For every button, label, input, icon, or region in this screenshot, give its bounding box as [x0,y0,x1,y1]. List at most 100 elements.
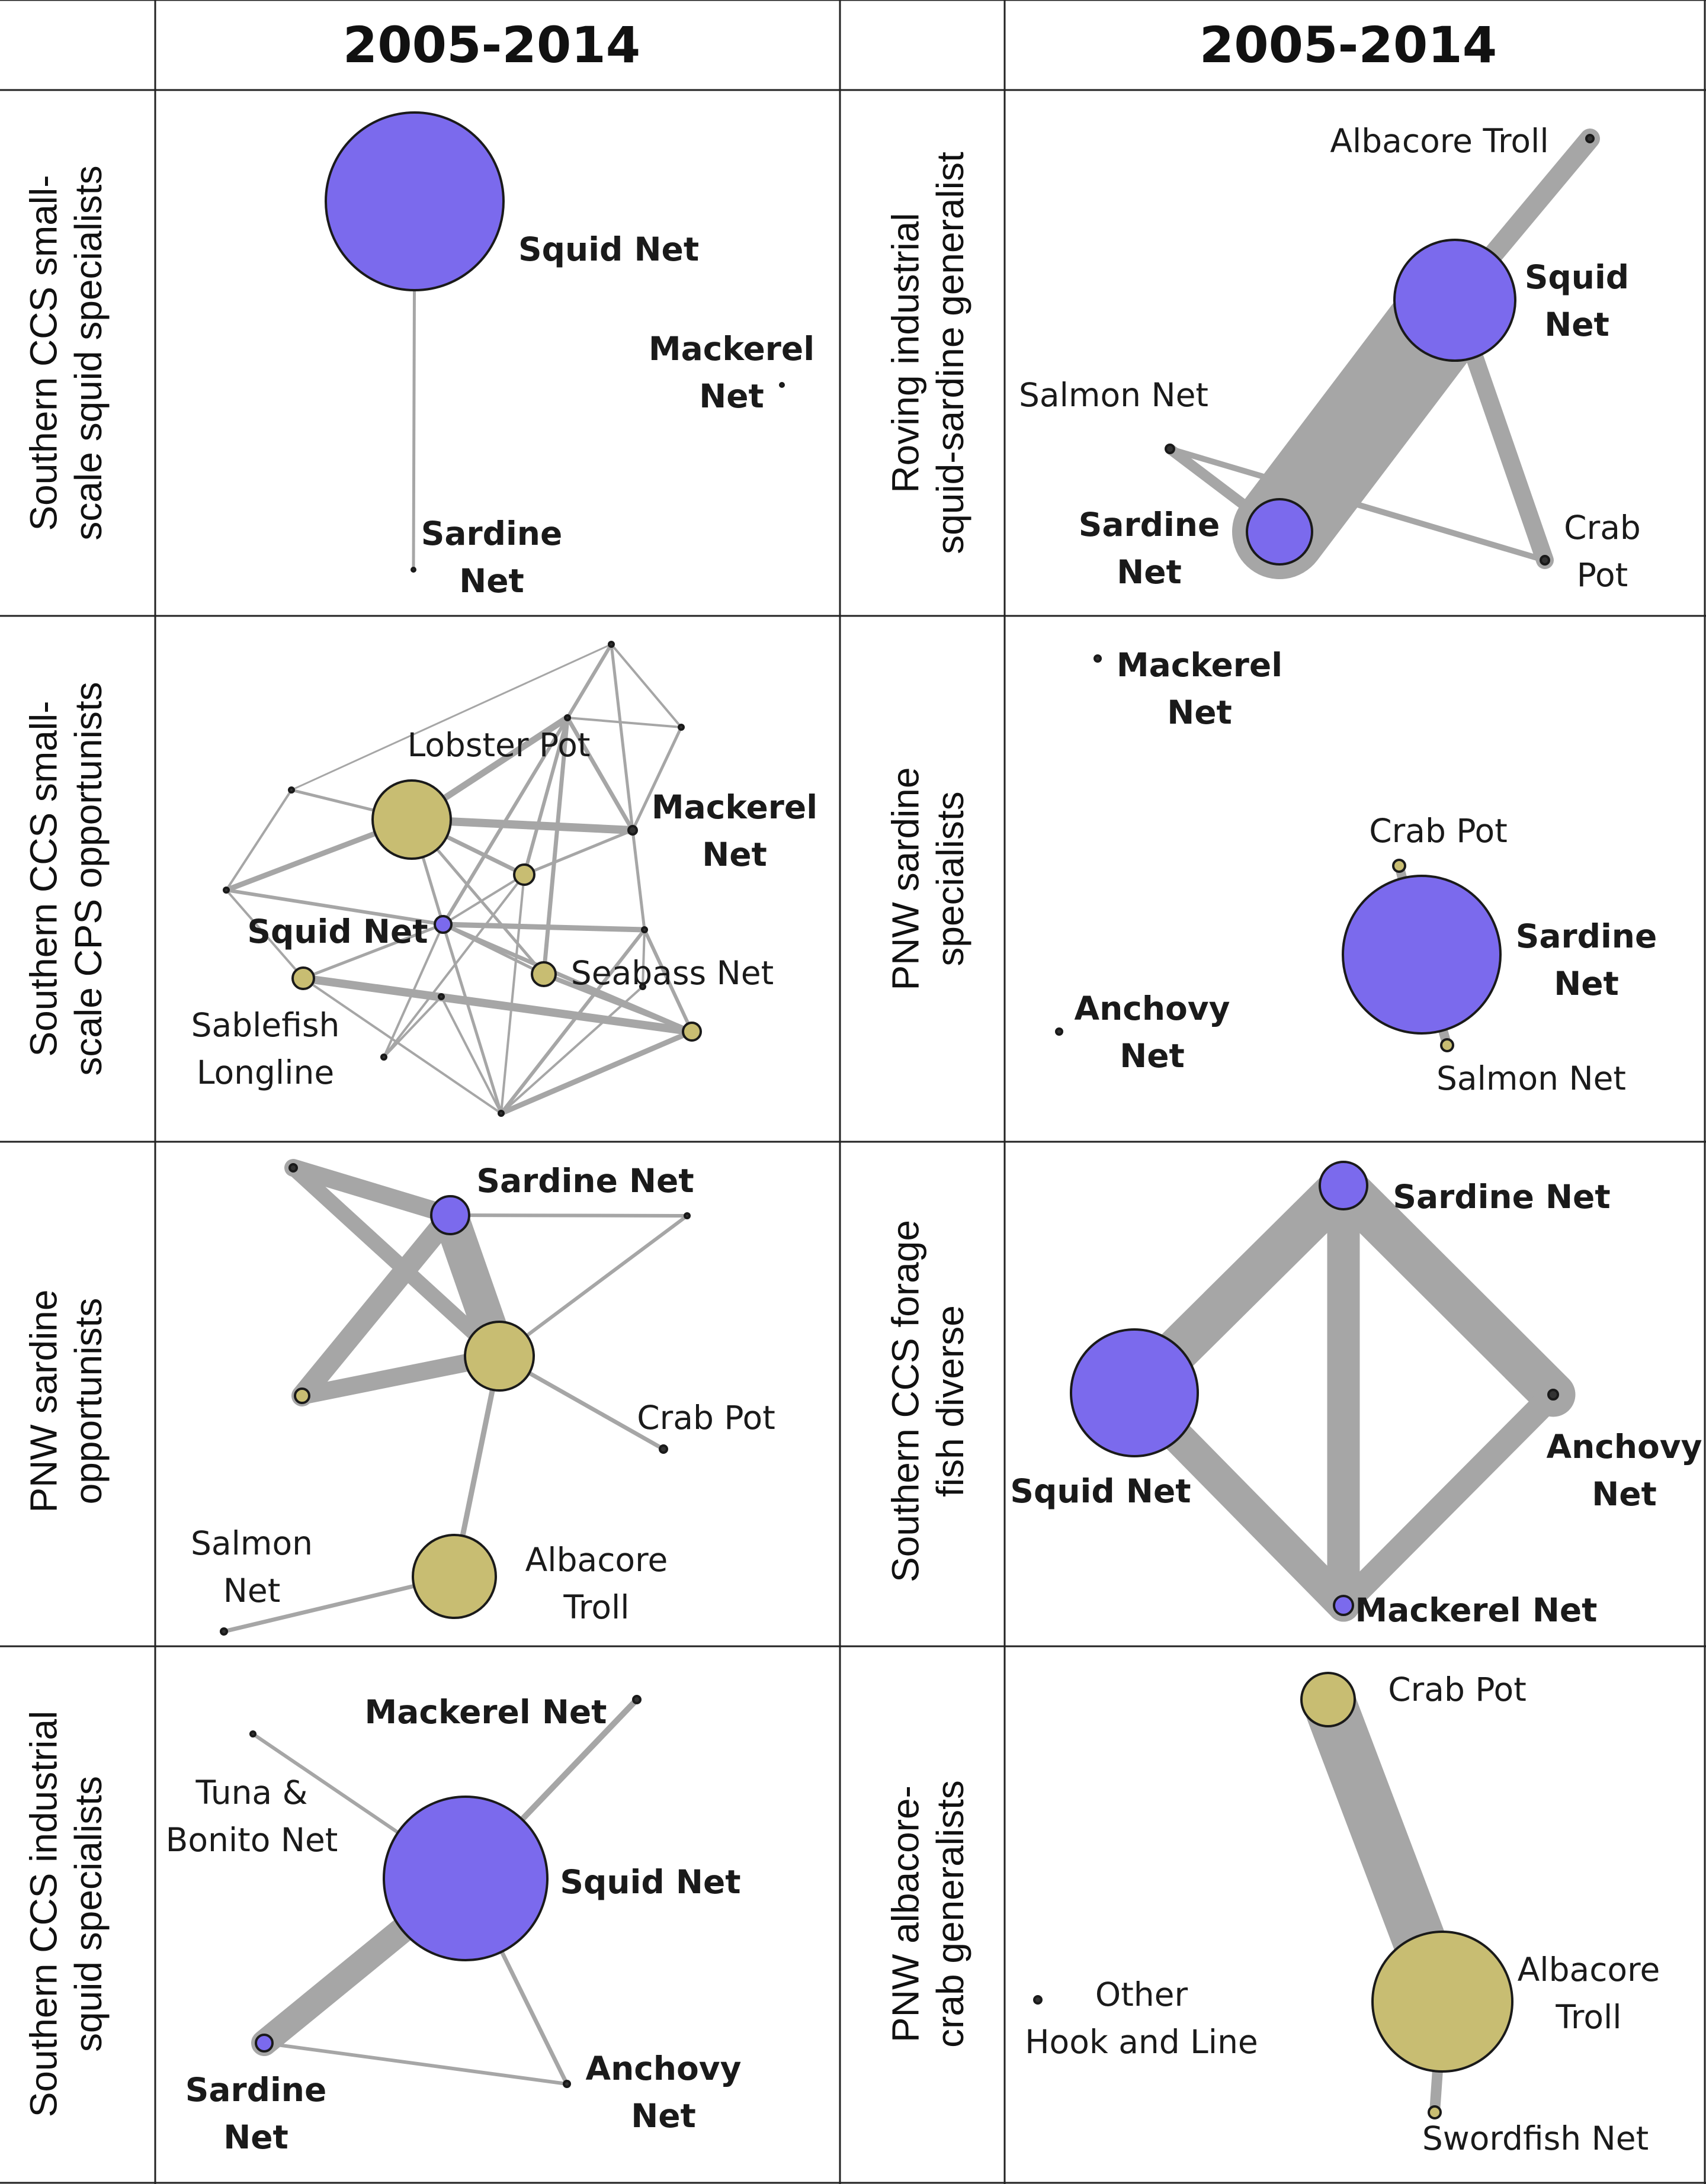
node-label-line: Albacore [1518,1951,1660,1989]
cluster-label-line: squid specialists [67,1776,110,2052]
node-label-line: Other [1095,1976,1188,2013]
edges [1165,129,1600,579]
node-label-line: Mackerel Net [1355,1591,1598,1629]
node-sard [1342,875,1502,1035]
node-crab [1300,1672,1356,1727]
node-label-line: Hook and Line [1025,2023,1258,2061]
edge-p6-y4 [643,928,694,1033]
node-label-line: Crab Pot [1369,812,1508,850]
cluster-label: Roving industrialsquid-sardine generalis… [884,152,971,554]
node-label-squid: Squid Net [1525,258,1629,343]
edge-p3-mack [565,715,635,833]
node-label-line: Net [1544,306,1609,343]
node-sard [430,1195,470,1235]
node-label-line: Net [1117,553,1182,591]
node-label-line: Salmon Net [1436,1059,1626,1097]
node-label-line: Squid [1525,258,1629,296]
node-labels: Sardine Net Squid Net Anchovy Net Mackerel N… [1010,1178,1702,1629]
node-label-squid: Squid Net [518,230,699,268]
node-label-squid: Squid Net [1010,1472,1191,1510]
node-label-line: Swordfish Net [1422,2119,1649,2157]
edge-p1-sard [284,1159,459,1224]
node-label-line: Squid Net [560,1863,740,1901]
node-label-alb: Albacore Troll [1518,1951,1660,2036]
node-label-line: Mackerel [652,788,817,826]
node-label-line: Bonito Net [166,1821,338,1859]
node-label-line: Sardine [185,2071,327,2109]
node-label-salmon: Salmon Net [191,1524,313,1610]
node-label-tuna: Tuna & Bonito Net [166,1774,338,1859]
nodes [325,111,785,573]
edge-squid-p6 [440,921,647,933]
node-label-seabass: Seabass Net [571,954,774,992]
node-mack [779,382,785,388]
node-label-line: Crab Pot [637,1399,775,1437]
node-squid [434,915,453,934]
node-labels: Crab Pot Albacore Troll Other Hook and Line S… [1025,1671,1660,2157]
edge-p1-p4 [290,643,613,791]
node-labels: Mackerel Net Tuna & Bonito Net Squid Net Sar… [166,1693,742,2156]
node-label-line: Albacore Troll [1330,122,1548,160]
node-p9 [498,1110,505,1117]
nodes [1165,134,1595,566]
node-label-anch: Anchovy Net [1075,990,1230,1075]
node-label-line: Net [1554,965,1619,1003]
node-labels: Squid Net Mackerel Net Sardine Net [421,230,814,600]
edge-sard-p2 [448,1213,689,1218]
node-sword [1428,2105,1442,2119]
node-label-salmon: Salmon Net [1436,1059,1626,1097]
cluster-label-line: squid-sardine generalist [929,152,971,554]
node-label-line: Net [631,2097,696,2135]
node-mack [1333,1595,1354,1616]
node-label-sard: Sardine Net [1393,1178,1610,1216]
column-header: 2005-2014 [343,16,640,74]
node-sard [411,567,416,573]
edge-y1-squid [442,873,525,926]
node-label-crab: Crab Pot [637,1399,775,1437]
node-p3 [564,714,571,721]
edge-p4-p5 [225,789,293,891]
node-label-anch: Anchovy Net [586,2050,742,2135]
cluster-label-line: Roving industrial [884,213,926,493]
node-alb [412,1534,497,1619]
node-label-line: Net [1592,1475,1657,1513]
node-label-line: Seabass Net [571,954,774,992]
node-squid [383,1796,549,1961]
node-p1 [608,641,615,648]
node-label-line: Squid Net [518,230,699,268]
node-label-squid: Squid Net [560,1863,740,1901]
node-label-sard: Sardine Net [1516,917,1657,1003]
node-alb [1585,134,1595,143]
node-label-crab: Crab Pot [1564,509,1641,594]
node-alb [1371,1931,1513,2073]
panel-albacore-crab: PNW albacore-crab generalists Crab Pot Alb… [884,1671,1660,2157]
edge-p3-p2 [566,717,682,728]
edge-p3-y1 [522,716,569,876]
nodes [1070,1161,1559,1616]
edge-sable-squid [302,923,445,980]
node-label-line: Net [699,377,764,415]
nodes [1033,1672,1513,2119]
node-label-line: Mackerel Net [365,1693,607,1731]
node-mid [464,1321,535,1392]
node-tuna [249,1730,256,1737]
node-label-line: Net [1120,1037,1185,1075]
edge-mid-p2 [498,1214,689,1358]
node-label-line: Troll [563,1588,629,1626]
cluster-label: Southern CCS foragefish diverse [884,1220,971,1582]
edge-mack-anch [1331,1382,1566,1618]
node-squid [1393,239,1516,362]
node-label-line: Net [1167,693,1232,731]
cluster-label-line: PNW sardine [884,767,926,991]
node-squid [325,111,505,291]
nodes [249,1695,642,2088]
node-label-line: Salmon Net [1019,376,1208,414]
node-label-lobster: Lobster Pot [408,726,591,764]
panel-roving-generalist: Roving industrialsquid-sardine generalis… [884,122,1640,594]
node-label-salmon: Salmon Net [1019,376,1208,414]
node-p5 [223,887,230,894]
node-sard [255,2034,274,2053]
edge-p7-p9 [440,995,502,1115]
